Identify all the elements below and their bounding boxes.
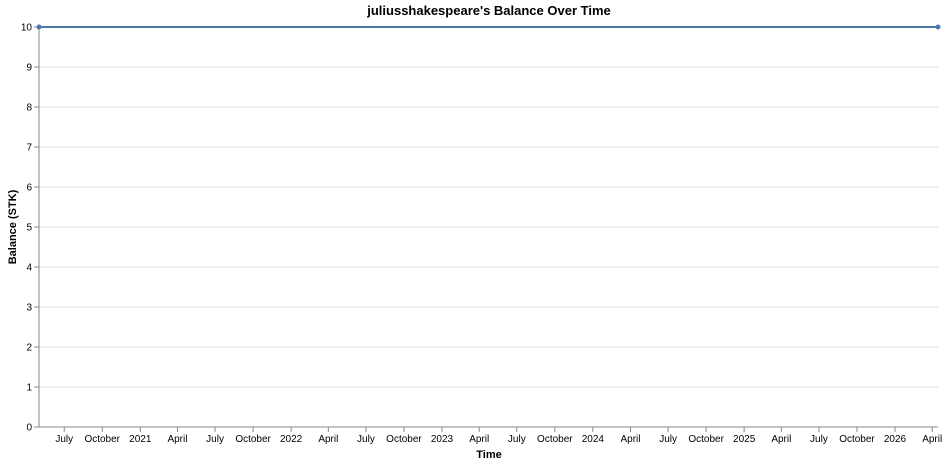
series-layer — [36, 24, 941, 30]
y-tick-label: 1 — [26, 383, 32, 394]
y-tick-label: 5 — [26, 223, 32, 234]
x-axis-title: Time — [476, 449, 501, 461]
chart-title: juliusshakespeare's Balance Over Time — [366, 3, 610, 18]
data-point[interactable] — [935, 24, 941, 30]
y-tick-label: 4 — [26, 263, 32, 274]
x-tick-label: April — [922, 434, 942, 445]
y-tick-label: 6 — [26, 183, 32, 194]
x-tick-label: October — [235, 434, 271, 445]
x-tick-label: October — [537, 434, 573, 445]
x-tick-label: October — [688, 434, 724, 445]
x-tick-label: April — [318, 434, 338, 445]
x-tick-label: July — [659, 434, 677, 445]
y-tick-label: 2 — [26, 343, 32, 354]
y-axis-title: Balance (STK) — [7, 189, 19, 264]
x-tick-label: April — [469, 434, 489, 445]
data-point[interactable] — [36, 24, 42, 30]
x-tick-label: 2026 — [884, 434, 907, 445]
y-tick-label: 8 — [26, 103, 32, 114]
x-tick-label: October — [84, 434, 120, 445]
x-tick-label: July — [508, 434, 526, 445]
x-tick-label: October — [839, 434, 875, 445]
x-tick-label: October — [386, 434, 422, 445]
x-axis: July October 2021 April July October 2022 April… — [39, 426, 942, 445]
y-tick-label: 9 — [26, 63, 32, 74]
x-tick-label: April — [620, 434, 640, 445]
y-tick-label: 10 — [21, 23, 33, 34]
grid-layer — [39, 26, 938, 428]
x-tick-label: July — [206, 434, 224, 445]
x-tick-label: July — [55, 434, 73, 445]
x-tick-label: July — [810, 434, 828, 445]
y-tick-label: 0 — [26, 423, 32, 434]
x-tick-label: 2022 — [280, 434, 303, 445]
x-tick-label: April — [771, 434, 791, 445]
x-tick-label: 2024 — [582, 434, 605, 445]
x-tick-label: 2023 — [431, 434, 454, 445]
x-tick-label: 2021 — [129, 434, 152, 445]
x-tick-label: 2025 — [733, 434, 756, 445]
x-tick-label: July — [357, 434, 375, 445]
x-tick-label: April — [167, 434, 187, 445]
y-tick-label: 7 — [26, 143, 32, 154]
y-tick-label: 3 — [26, 303, 32, 314]
y-axis: 0 1 2 3 4 5 6 7 8 9 10 — [21, 23, 40, 434]
